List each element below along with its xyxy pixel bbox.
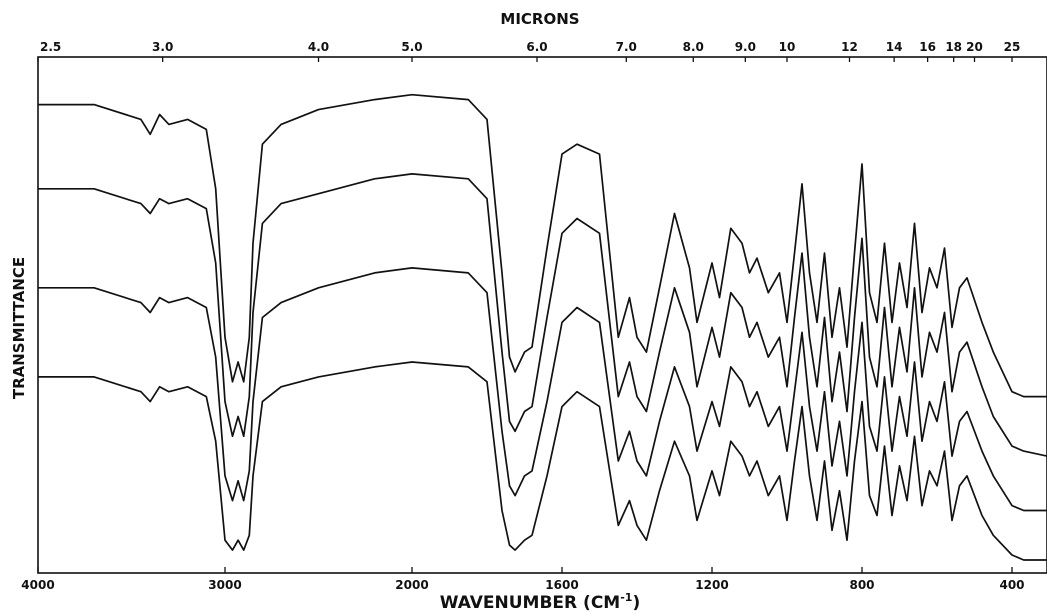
top-tick-label: 14 <box>886 40 903 54</box>
bottom-tick-label: 4000 <box>21 578 54 592</box>
bottom-tick-label: 800 <box>849 578 874 592</box>
spectrum-trace-4 <box>38 361 1047 561</box>
bottom-tick-label: 2000 <box>395 578 428 592</box>
top-tick-label: 7.0 <box>616 40 637 54</box>
bottom-axis-title-main: WAVENUMBER (CM <box>440 593 620 613</box>
top-ticks-group: 2.5 3.0 4.0 5.0 6.0 7.0 8.0 9.0 10 12 14 16 18 20 25 <box>37 40 1021 62</box>
bottom-ticks-group: 4000 3000 2000 1600 1200 800 400 <box>21 567 1025 592</box>
traces-group <box>38 93 1047 561</box>
bottom-axis-title: WAVENUMBER (CM-1) <box>440 591 640 613</box>
spectrum-trace-3 <box>38 267 1047 512</box>
bottom-tick-label: 1200 <box>695 578 728 592</box>
top-tick-label: 9.0 <box>735 40 756 54</box>
y-axis-title: TRANSMITTANCE <box>10 257 28 399</box>
top-axis-title: MICRONS <box>500 10 579 28</box>
top-tick-label: 3.0 <box>152 40 173 54</box>
bottom-tick-label: 1600 <box>545 578 578 592</box>
top-tick-label: 8.0 <box>683 40 704 54</box>
plot-frame <box>37 56 1047 574</box>
top-tick-label: 2.5 <box>40 40 61 54</box>
spectrum-trace-1 <box>38 93 1047 398</box>
top-tick-label: 20 <box>966 40 983 54</box>
spectrum-trace-2 <box>38 173 1047 457</box>
top-tick-label: 18 <box>945 40 962 54</box>
top-tick-label: 6.0 <box>526 40 547 54</box>
bottom-axis-title-close: ) <box>632 593 640 613</box>
top-tick-label: 5.0 <box>401 40 422 54</box>
bottom-tick-label: 400 <box>999 578 1024 592</box>
top-tick-label: 12 <box>841 40 858 54</box>
top-tick-label: 25 <box>1004 40 1021 54</box>
bottom-tick-label: 3000 <box>208 578 241 592</box>
bottom-axis-title-superscript: -1 <box>620 591 632 604</box>
top-tick-label: 10 <box>779 40 796 54</box>
top-tick-label: 4.0 <box>308 40 329 54</box>
top-tick-label: 16 <box>919 40 936 54</box>
